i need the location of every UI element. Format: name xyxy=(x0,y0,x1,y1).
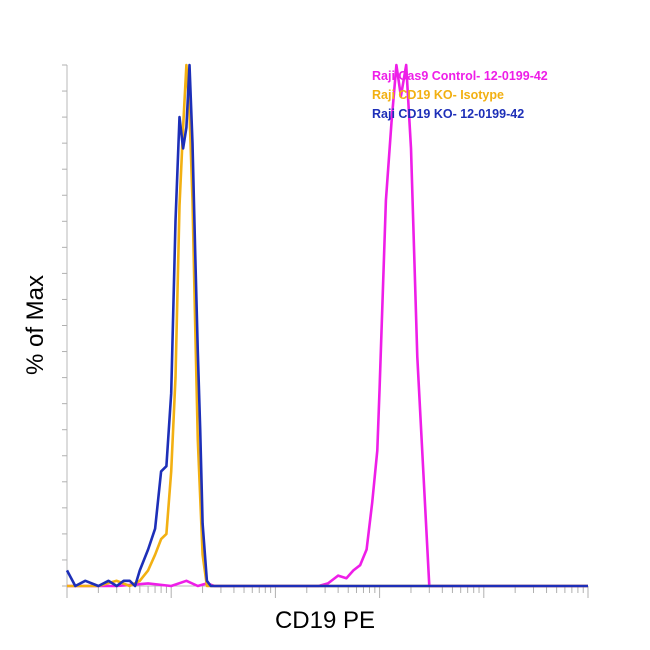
series-line-3 xyxy=(65,63,588,588)
y-axis-ticks xyxy=(62,64,67,587)
series-line-1 xyxy=(67,63,588,588)
y-axis-title: % of Max xyxy=(22,275,49,375)
legend-entry-cd19-ko-stained: Raji CD19 KO- 12-0199-42 xyxy=(372,107,524,121)
legend: Raji Cas9 Control- 12-0199-42 Raji CD19 … xyxy=(372,69,548,121)
series-line-2 xyxy=(67,63,588,588)
x-axis-title: CD19 PE xyxy=(275,607,375,634)
legend-entry-cd19-ko-isotype: Raji CD19 KO- Isotype xyxy=(372,88,504,102)
series-lines xyxy=(65,63,588,588)
legend-entry-cas9-control: Raji Cas9 Control- 12-0199-42 xyxy=(372,69,548,83)
axes xyxy=(62,64,589,598)
x-axis-ticks xyxy=(66,586,589,598)
